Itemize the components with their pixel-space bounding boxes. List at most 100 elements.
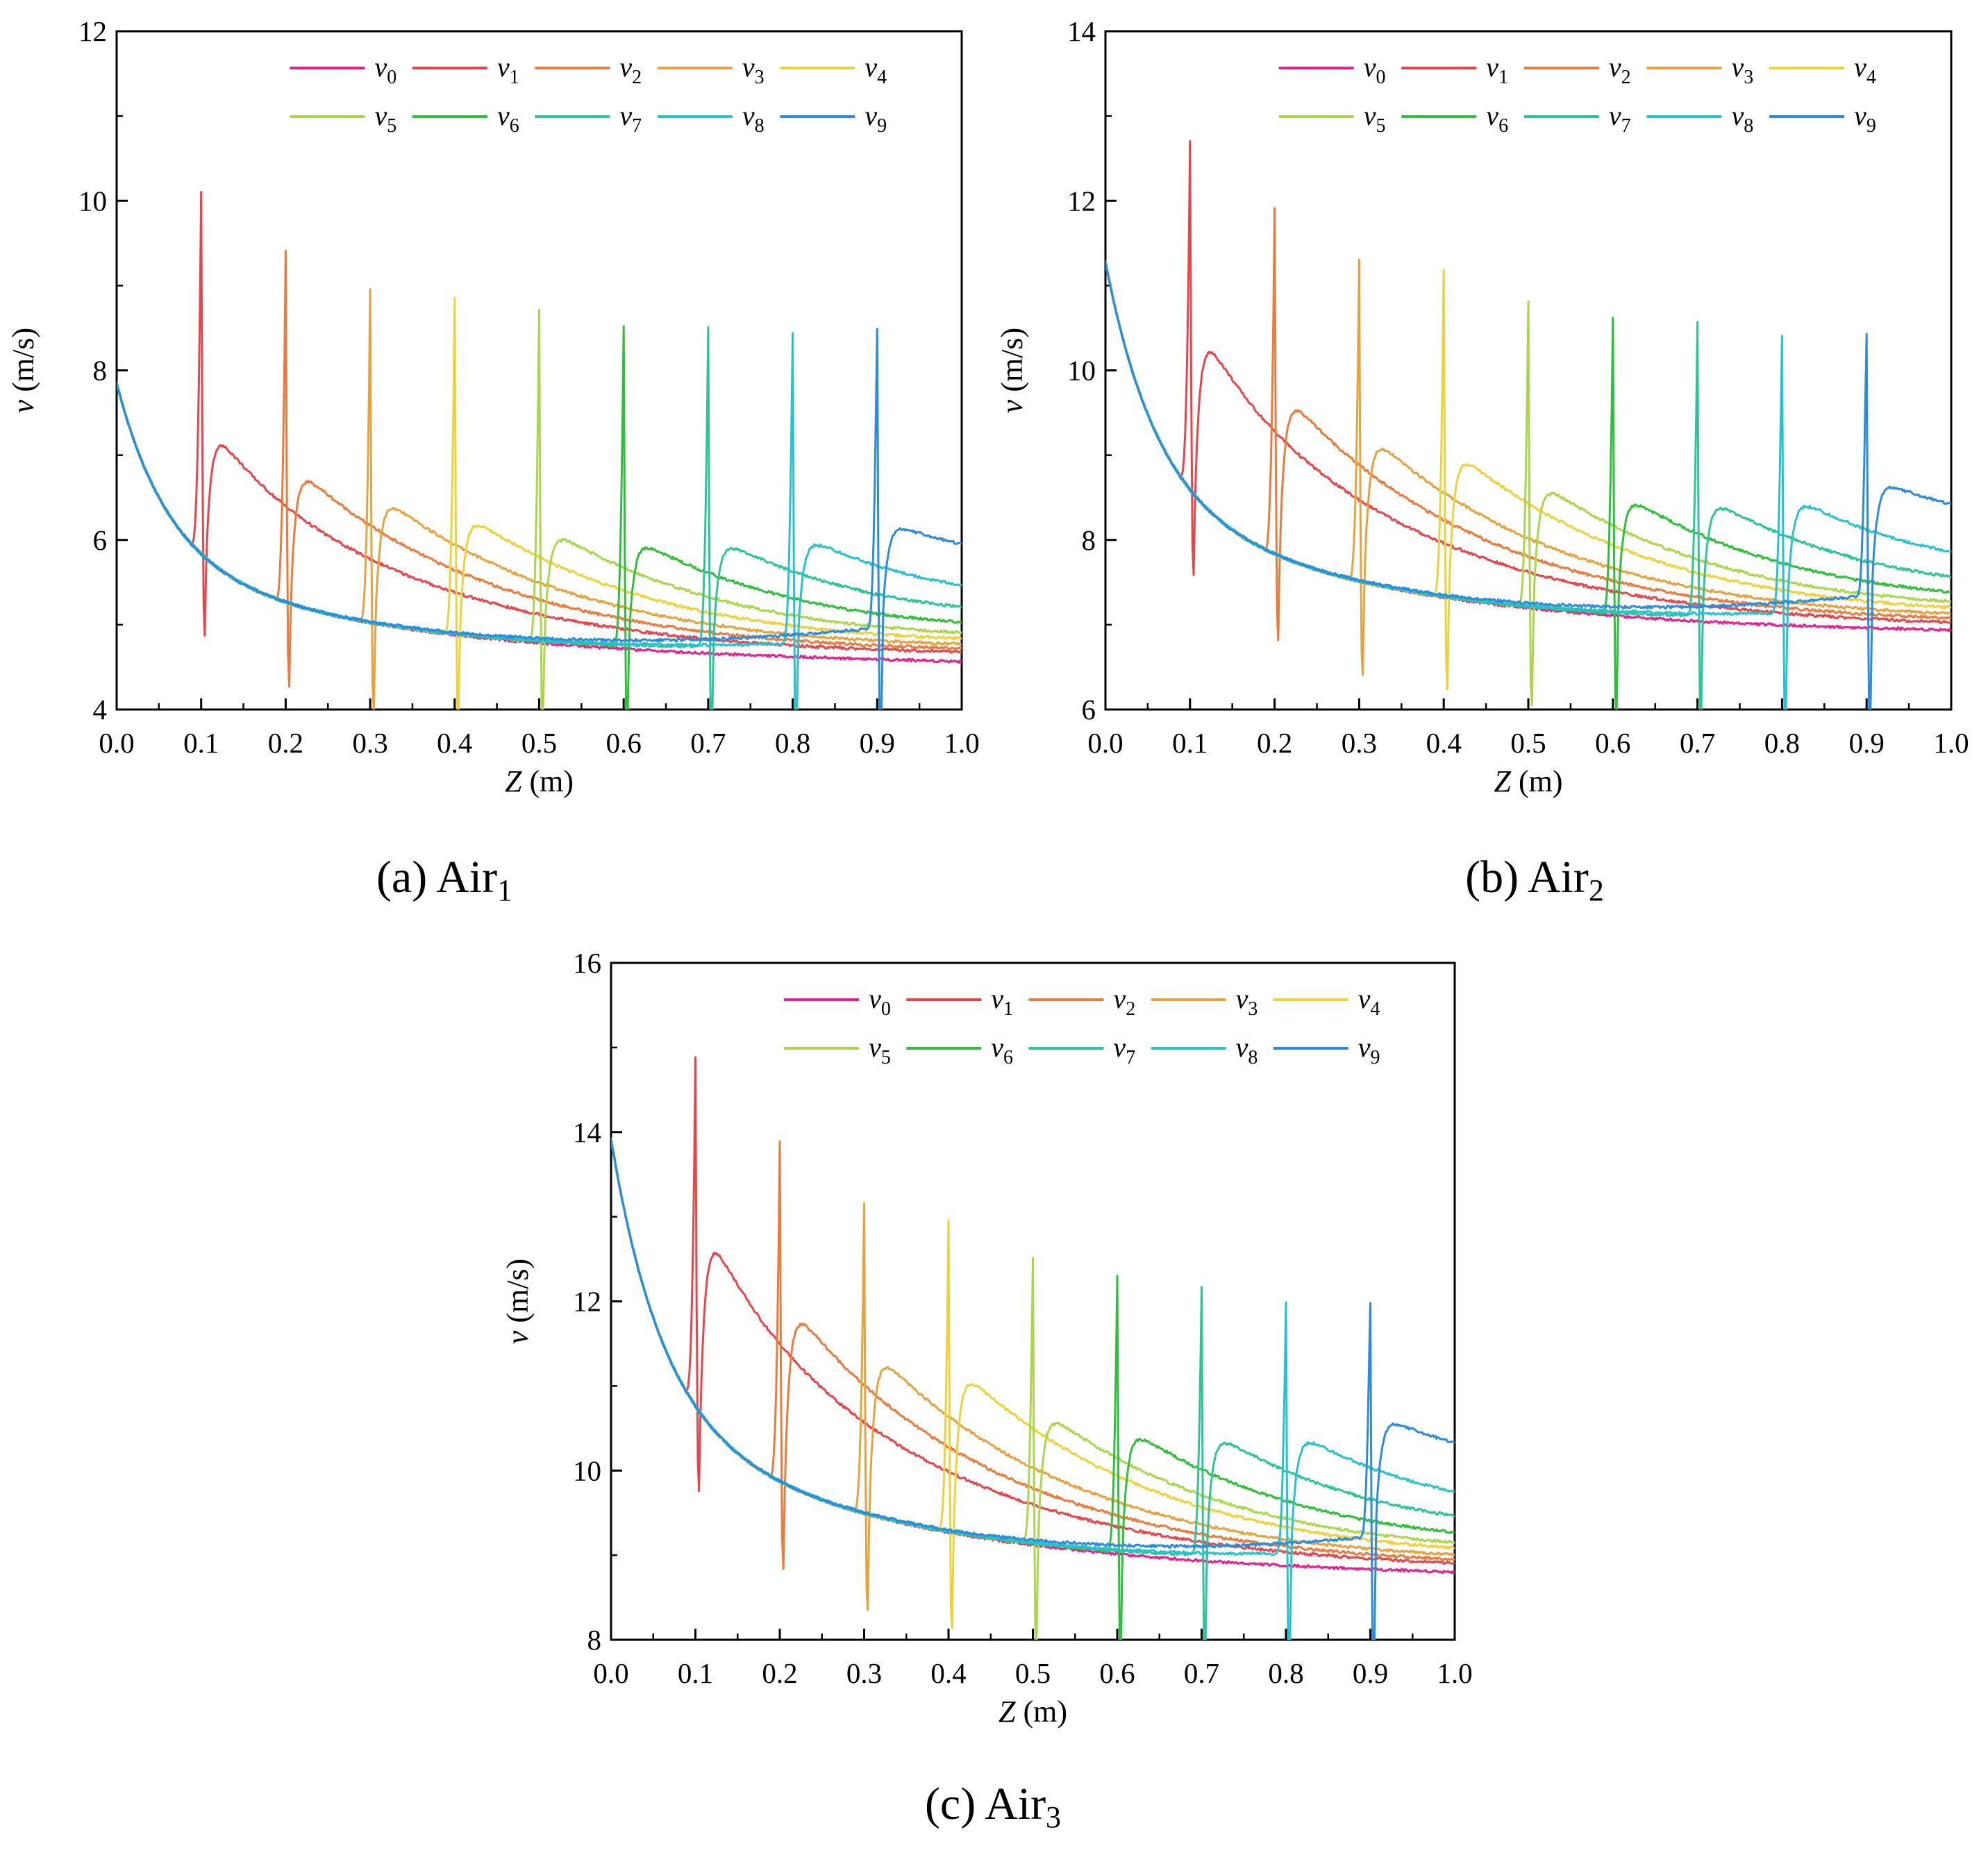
y-tick-label: 12	[78, 15, 107, 47]
x-tick-label: 0.9	[860, 727, 895, 759]
x-tick-label: 0.5	[1510, 727, 1546, 759]
legend-label-v3: v3	[742, 51, 765, 88]
x-tick-label: 0.5	[521, 727, 557, 759]
legend-label-v8: v8	[742, 100, 765, 137]
legend-label-v9: v9	[1358, 1032, 1380, 1068]
panel-c: 0.0 0.1 0.2 0.3 0.4 0.5 0.6 0.7 0.8 0.9 1.0 8 10 12 14…	[501, 947, 1473, 1834]
y-tick-label: 8	[1082, 524, 1096, 556]
legend-label-v4: v4	[1358, 983, 1380, 1020]
panel-caption: (b) Air2	[1465, 852, 1604, 907]
y-tick-label: 6	[93, 524, 108, 556]
legend-label-v6: v6	[497, 100, 519, 137]
x-tick-label: 0.1	[183, 727, 219, 759]
y-axis-label: v (m/s)	[995, 328, 1029, 413]
series-line-v1	[117, 191, 962, 654]
y-tick-label: 12	[573, 1286, 601, 1318]
series-group	[117, 191, 962, 710]
x-axis-label: Z (m)	[1494, 764, 1562, 798]
series-line-v9	[611, 1139, 1455, 1640]
legend-label-v9: v9	[864, 100, 887, 137]
panel-a: 0.0 0.1 0.2 0.3 0.4 0.5 0.6 0.7 0.8 0.9 1.0 4 6 8 10 12…	[6, 15, 980, 907]
x-tick-label: 0.3	[1342, 727, 1377, 759]
series-group	[1105, 140, 1951, 710]
legend-label-v0: v0	[374, 51, 396, 88]
x-tick-label: 0.8	[1268, 1657, 1303, 1689]
x-tick-label: 1.0	[1437, 1657, 1472, 1689]
y-tick-label: 14	[1067, 15, 1096, 47]
y-axis-label: v (m/s)	[6, 328, 40, 413]
x-tick-label: 0.9	[1353, 1657, 1388, 1689]
legend-label-v1: v1	[497, 51, 519, 88]
panel-b: 0.0 0.1 0.2 0.3 0.4 0.5 0.6 0.7 0.8 0.9 1.0 6 8 10 12 1…	[995, 15, 1969, 907]
y-tick-label: 14	[573, 1116, 601, 1148]
x-tick-label: 0.6	[1595, 727, 1630, 759]
legend-label-v3: v3	[1732, 51, 1754, 88]
x-tick-label: 1.0	[944, 727, 979, 759]
legend-label-v5: v5	[869, 1032, 891, 1068]
x-tick-label: 0.6	[1099, 1657, 1135, 1689]
x-tick-label: 0.2	[762, 1657, 797, 1689]
legend-label-v0: v0	[869, 983, 891, 1020]
series-line-v5	[611, 1139, 1455, 1640]
x-tick-label: 0.1	[1172, 727, 1208, 759]
x-tick-label: 0.0	[1087, 727, 1123, 759]
legend-label-v3: v3	[1236, 983, 1258, 1020]
x-tick-label: 0.3	[846, 1657, 882, 1689]
x-tick-label: 0.9	[1849, 727, 1885, 759]
legend-label-v2: v2	[1113, 983, 1135, 1020]
series-line-v5	[117, 309, 962, 710]
x-tick-label: 1.0	[1933, 727, 1969, 759]
x-axis-label: Z (m)	[505, 764, 574, 798]
x-tick-label: 0.8	[775, 727, 810, 759]
legend-label-v2: v2	[1609, 51, 1631, 88]
x-tick-label: 0.7	[1184, 1657, 1219, 1689]
series-line-v9	[1105, 262, 1951, 710]
y-tick-label: 16	[573, 947, 601, 979]
x-axis-label: Z (m)	[999, 1695, 1067, 1729]
y-tick-label: 10	[1067, 355, 1096, 387]
x-tick-label: 0.8	[1764, 727, 1800, 759]
legend-label-v8: v8	[1732, 100, 1754, 137]
legend-label-v9: v9	[1854, 100, 1876, 137]
y-tick-label: 12	[1067, 185, 1096, 217]
legend-label-v8: v8	[1236, 1032, 1258, 1068]
legend-label-v1: v1	[1486, 51, 1508, 88]
legend-label-v0: v0	[1364, 51, 1386, 88]
y-tick-label: 4	[93, 694, 108, 725]
x-tick-label: 0.7	[690, 727, 726, 759]
legend-label-v6: v6	[1486, 100, 1508, 137]
legend-label-v4: v4	[864, 51, 887, 88]
x-tick-label: 0.2	[268, 727, 303, 759]
y-tick-label: 6	[1082, 694, 1096, 725]
panel-caption: (c) Air3	[925, 1779, 1061, 1834]
series-group	[611, 1056, 1455, 1640]
x-tick-label: 0.5	[1015, 1657, 1051, 1689]
y-axis-label: v (m/s)	[501, 1259, 535, 1344]
series-line-v1	[1105, 140, 1951, 625]
y-tick-label: 8	[93, 355, 108, 387]
series-line-v1	[611, 1056, 1455, 1566]
legend-label-v2: v2	[619, 51, 642, 88]
x-tick-label: 0.0	[593, 1657, 628, 1689]
legend-label-v6: v6	[991, 1032, 1013, 1068]
series-line-v9	[117, 328, 962, 710]
series-line-v5	[1105, 262, 1951, 707]
legend-label-v7: v7	[1113, 1032, 1135, 1068]
legend-label-v7: v7	[1609, 100, 1631, 137]
panel-caption: (a) Air1	[376, 852, 512, 907]
legend-label-v4: v4	[1854, 51, 1876, 88]
x-tick-label: 0.1	[678, 1657, 713, 1689]
legend-label-v7: v7	[619, 100, 642, 137]
x-tick-label: 0.7	[1680, 727, 1715, 759]
x-tick-label: 0.3	[352, 727, 387, 759]
x-tick-label: 0.4	[930, 1657, 966, 1689]
legend-label-v5: v5	[1364, 100, 1386, 137]
x-tick-label: 0.4	[1426, 727, 1462, 759]
y-tick-label: 8	[587, 1624, 602, 1656]
legend-label-v1: v1	[991, 983, 1013, 1020]
legend-label-v5: v5	[374, 100, 396, 137]
x-tick-label: 0.6	[606, 727, 642, 759]
x-tick-label: 0.4	[437, 727, 472, 759]
y-tick-label: 10	[78, 185, 107, 217]
